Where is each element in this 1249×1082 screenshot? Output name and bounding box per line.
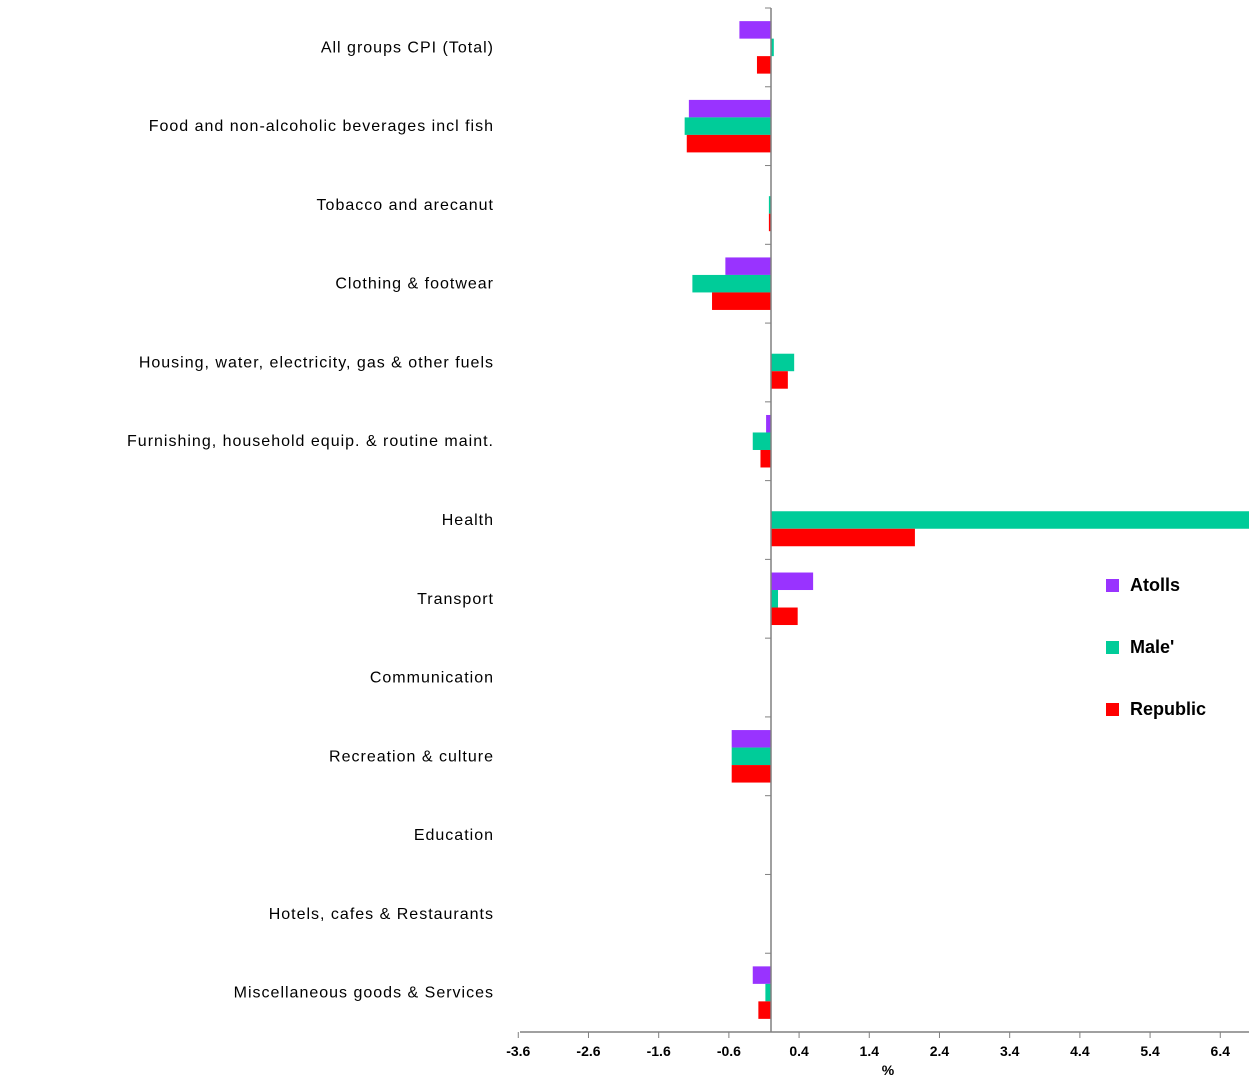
bar-republic-4 — [771, 371, 788, 389]
x-tick-label: 6.4 — [1211, 1043, 1231, 1059]
legend-label: Male' — [1130, 637, 1174, 657]
bar-republic-6 — [771, 528, 915, 547]
bar-republic-3 — [712, 292, 771, 310]
x-tick-label: 5.4 — [1140, 1043, 1160, 1059]
x-tick-label: -3.6 — [506, 1043, 530, 1059]
bar-atolls-1 — [688, 99, 771, 118]
category-label: Health — [442, 512, 494, 529]
bars-layer — [684, 21, 1249, 1019]
bar-atolls-7 — [771, 572, 814, 591]
legend-label: Atolls — [1130, 575, 1180, 595]
bar-male-4 — [771, 353, 795, 372]
legend-swatch-atolls — [1106, 579, 1119, 592]
x-tick-label: -1.6 — [647, 1043, 671, 1059]
category-label: Transport — [417, 591, 494, 608]
bar-republic-1 — [686, 134, 771, 153]
bar-republic-9 — [731, 765, 771, 783]
legend: Atolls Male' Republic — [1106, 575, 1206, 719]
bar-male-2 — [768, 196, 771, 214]
x-tick-label: 1.4 — [860, 1043, 880, 1059]
category-label: Clothing & footwear — [335, 276, 494, 293]
category-label: Miscellaneous goods & Services — [234, 985, 494, 1002]
bar-atolls-0 — [739, 21, 771, 39]
x-tick-label: 3.4 — [1000, 1043, 1020, 1059]
bar-republic-2 — [768, 213, 771, 232]
bar-male-5 — [752, 432, 771, 450]
bar-republic-7 — [771, 607, 798, 626]
category-label: Communication — [370, 670, 494, 687]
category-label: Hotels, cafes & Restaurants — [269, 906, 494, 923]
bar-male-3 — [692, 274, 771, 293]
category-label: Tobacco and arecanut — [317, 197, 494, 214]
legend-label: Republic — [1130, 699, 1206, 719]
bar-atolls-9 — [731, 730, 771, 748]
bar-republic-12 — [758, 1001, 771, 1019]
category-label: Housing, water, electricity, gas & other… — [139, 354, 494, 371]
x-tick-label: 2.4 — [930, 1043, 950, 1059]
bar-male-0 — [771, 38, 774, 57]
x-tick-labels: -3.6 -2.6 -1.6 -0.6 0.4 1.4 2.4 3.4 4.4 5.4 6.4 — [506, 1043, 1230, 1059]
bar-atolls-5 — [766, 414, 771, 433]
bar-male-7 — [771, 590, 779, 608]
x-tick-label: -0.6 — [717, 1043, 741, 1059]
x-axis-title: % — [882, 1062, 895, 1077]
category-label: All groups CPI (Total) — [321, 39, 494, 56]
category-label: Food and non-alcoholic beverages incl fi… — [149, 118, 494, 135]
x-tick-label: -2.6 — [576, 1043, 600, 1059]
bar-male-6 — [771, 511, 1249, 529]
bar-male-12 — [765, 983, 771, 1002]
category-labels: All groups CPI (Total) Food and non-alcoh… — [127, 39, 494, 1002]
x-tick-label: 4.4 — [1070, 1043, 1090, 1059]
axis-layer — [517, 7, 1249, 1038]
x-tick-label: 0.4 — [789, 1043, 809, 1059]
legend-swatch-male — [1106, 641, 1119, 654]
legend-swatch-republic — [1106, 703, 1119, 716]
category-label: Furnishing, household equip. & routine m… — [127, 433, 494, 450]
category-label: Education — [414, 827, 494, 844]
bar-republic-5 — [760, 449, 771, 468]
bar-atolls-3 — [725, 257, 771, 275]
bar-atolls-12 — [752, 966, 771, 984]
bar-male-9 — [731, 747, 771, 766]
bar-republic-0 — [756, 56, 771, 74]
category-label: Recreation & culture — [329, 748, 494, 765]
bar-male-1 — [684, 117, 771, 135]
